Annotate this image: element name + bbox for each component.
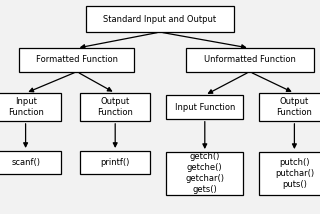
FancyBboxPatch shape <box>166 152 243 195</box>
Text: scanf(): scanf() <box>11 158 40 167</box>
Text: Unformatted Function: Unformatted Function <box>204 55 296 64</box>
Text: getch()
getche()
getchar()
gets(): getch() getche() getchar() gets() <box>185 152 224 195</box>
FancyBboxPatch shape <box>0 151 61 174</box>
FancyBboxPatch shape <box>259 93 320 121</box>
Text: Output
Function: Output Function <box>276 97 312 117</box>
FancyBboxPatch shape <box>80 151 150 174</box>
FancyBboxPatch shape <box>86 6 234 32</box>
Text: Formatted Function: Formatted Function <box>36 55 118 64</box>
FancyBboxPatch shape <box>259 152 320 195</box>
FancyBboxPatch shape <box>0 93 61 121</box>
FancyBboxPatch shape <box>80 93 150 121</box>
Text: Input Function: Input Function <box>175 103 235 111</box>
Text: Input
Function: Input Function <box>8 97 44 117</box>
FancyBboxPatch shape <box>186 48 314 72</box>
Text: putch()
putchar()
puts(): putch() putchar() puts() <box>275 158 314 189</box>
FancyBboxPatch shape <box>19 48 134 72</box>
Text: Standard Input and Output: Standard Input and Output <box>103 15 217 24</box>
Text: Output
Function: Output Function <box>97 97 133 117</box>
Text: printf(): printf() <box>100 158 130 167</box>
FancyBboxPatch shape <box>166 95 243 119</box>
